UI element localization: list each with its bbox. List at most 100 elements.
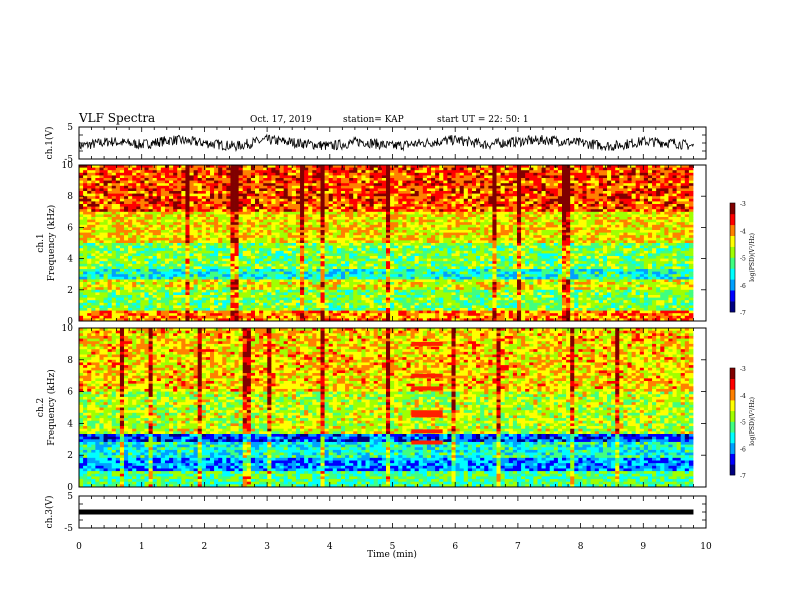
- spectrogram-cell: [287, 214, 293, 218]
- spectrogram-cell: [267, 172, 272, 176]
- spectrogram-cell: [312, 170, 317, 174]
- spectrogram-cell: [103, 266, 109, 270]
- spectrogram-cell: [144, 305, 149, 309]
- spectrogram-cell: [295, 237, 301, 241]
- spectrogram-cell: [390, 284, 395, 288]
- spectrogram-cell: [259, 266, 264, 270]
- spectrogram-cell: [238, 276, 244, 280]
- spectrogram-cell: [316, 178, 321, 181]
- spectrogram-cell: [156, 172, 162, 176]
- spectrogram-cell: [140, 274, 145, 278]
- spectrogram-cell: [255, 292, 260, 296]
- spectrogram-cell: [357, 269, 362, 272]
- spectrogram-cell: [124, 245, 129, 249]
- spectrogram-cell: [189, 172, 195, 176]
- spectrogram-cell: [160, 237, 166, 241]
- spectrogram-cell: [357, 211, 362, 215]
- spectrogram-cell: [201, 300, 207, 304]
- spectrogram-cell: [373, 214, 379, 218]
- spectrogram-cell: [328, 266, 334, 270]
- spectrogram-cell: [349, 258, 354, 262]
- spectrogram-cell: [197, 201, 203, 205]
- spectrogram-cell: [169, 261, 174, 265]
- spectrogram-cell: [148, 282, 154, 285]
- spectrogram-cell: [369, 175, 375, 179]
- spectrogram-cell: [189, 313, 195, 317]
- spectrogram-cell: [111, 209, 117, 213]
- spectrogram-cell: [324, 217, 330, 220]
- spectrogram-cell: [304, 222, 309, 226]
- spectrogram-cell: [308, 248, 313, 252]
- spectrogram-cell: [390, 170, 395, 174]
- spectrogram-cell: [304, 201, 309, 205]
- spectrogram-cell: [365, 227, 371, 231]
- spectrogram-cell: [246, 209, 252, 213]
- spectrogram-cell: [336, 227, 342, 231]
- spectrogram-cell: [132, 167, 137, 171]
- spectrogram-cell: [386, 310, 391, 314]
- spectrogram-cell: [250, 180, 256, 184]
- spectrogram-cell: [250, 248, 256, 252]
- spectrogram-cell: [181, 253, 186, 257]
- spectrogram-cell: [361, 175, 366, 179]
- spectrogram-cell: [275, 256, 280, 259]
- spectrogram-cell: [377, 261, 383, 265]
- spectrogram-cell: [394, 193, 399, 197]
- spectrogram-cell: [238, 217, 244, 220]
- spectrogram-cell: [304, 302, 309, 306]
- spectrogram-cell: [324, 211, 330, 215]
- spectrogram-cell: [197, 305, 203, 309]
- spectrogram-cell: [308, 279, 313, 283]
- spectrogram-cell: [197, 196, 203, 200]
- spectrogram-cell: [402, 292, 407, 296]
- spectrogram-cell: [300, 211, 305, 215]
- spectrogram-cell: [185, 167, 190, 171]
- spectrogram-cell: [230, 305, 235, 309]
- spectrogram-cell: [283, 222, 289, 226]
- spectrogram-cell: [79, 172, 84, 176]
- spectrogram-cell: [361, 248, 366, 252]
- spectrogram-cell: [214, 232, 219, 236]
- spectrogram-cell: [357, 287, 362, 291]
- spectrogram-cell: [128, 198, 133, 202]
- spectrogram-cell: [308, 289, 313, 293]
- spectrogram-cell: [95, 185, 100, 189]
- spectrogram-cell: [115, 258, 121, 262]
- spectrogram-cell: [349, 315, 354, 319]
- spectrogram-cell: [308, 282, 313, 285]
- spectrogram-cell: [316, 245, 321, 249]
- spectrogram-cell: [95, 305, 100, 309]
- spectrogram-cell: [115, 279, 121, 283]
- spectrogram-cell: [111, 191, 117, 194]
- spectrogram-cell: [287, 180, 293, 184]
- spectrogram-cell: [267, 180, 272, 184]
- spectrogram-cell: [304, 310, 309, 314]
- spectrogram-cell: [316, 196, 321, 200]
- spectrogram-cell: [119, 235, 125, 239]
- spectrogram-cell: [340, 245, 346, 249]
- spectrogram-cell: [79, 178, 84, 181]
- spectrogram-cell: [169, 240, 174, 244]
- spectrogram-cell: [132, 284, 137, 288]
- spectrogram-cell: [349, 201, 354, 205]
- spectrogram-cell: [381, 180, 387, 184]
- spectrogram-cell: [156, 217, 162, 220]
- spectrogram-cell: [263, 175, 268, 179]
- spectrogram-cell: [197, 308, 203, 311]
- spectrogram-cell: [218, 193, 223, 197]
- spectrogram-cell: [103, 198, 109, 202]
- spectrogram-cell: [386, 276, 391, 280]
- spectrogram-cell: [345, 206, 350, 210]
- spectrogram-cell: [271, 263, 276, 267]
- spectrogram-cell: [160, 263, 166, 267]
- spectrogram-cell: [377, 248, 383, 252]
- spectrogram-cell: [205, 261, 211, 265]
- spectrogram-cell: [79, 279, 84, 283]
- spectrogram-cell: [91, 274, 96, 278]
- spectrogram-cell: [209, 258, 215, 262]
- spectrogram-cell: [140, 193, 145, 197]
- spectrogram-cell: [373, 180, 379, 184]
- spectrogram-cell: [357, 167, 362, 171]
- spectrogram-cell: [128, 248, 133, 252]
- spectrogram-cell: [111, 175, 117, 179]
